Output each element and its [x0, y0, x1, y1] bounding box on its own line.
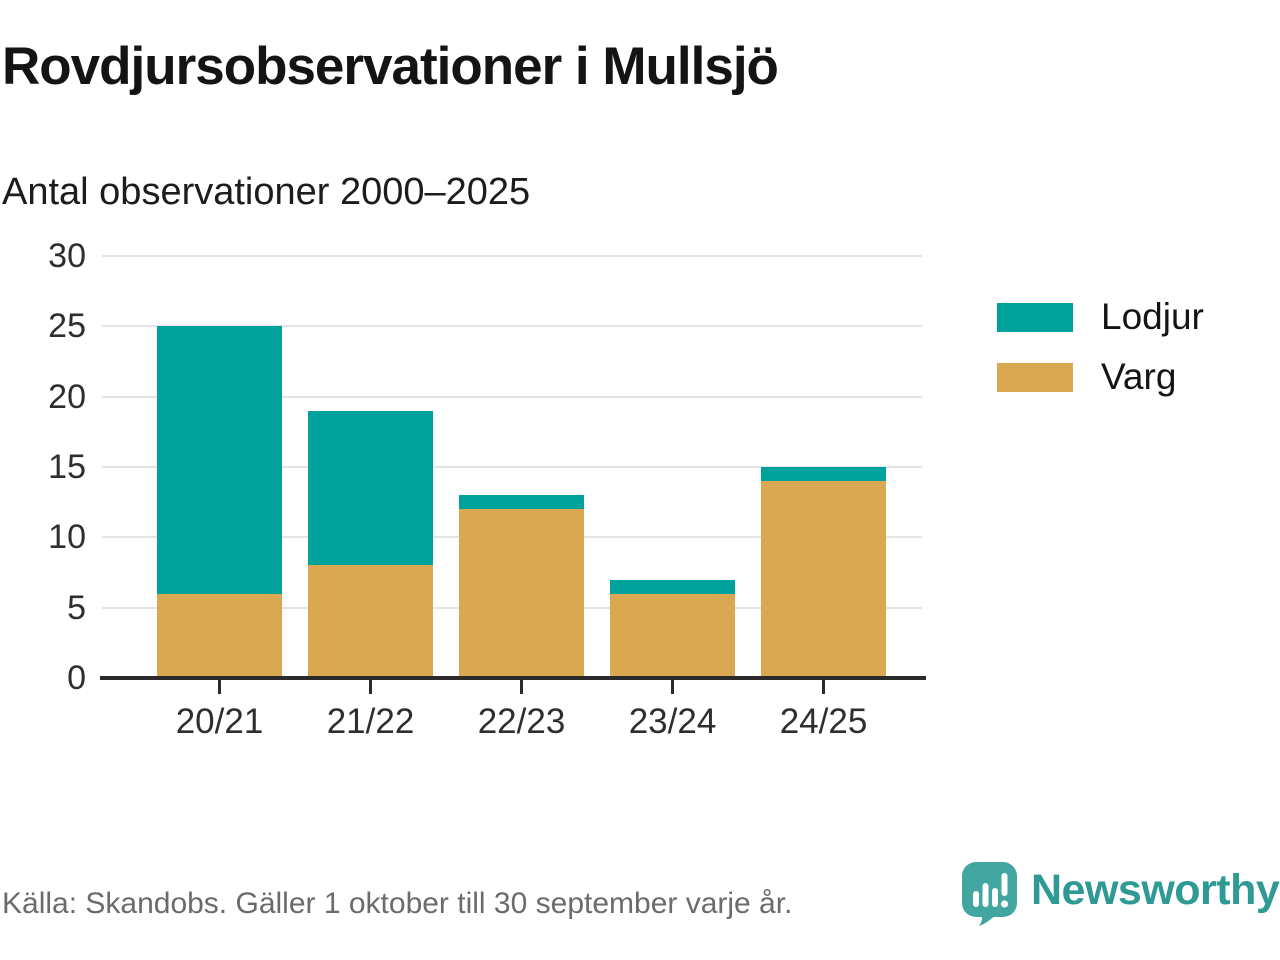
gridline-15 [102, 466, 922, 468]
y-axis-label-10: 10 [48, 518, 86, 557]
y-axis-label-30: 30 [48, 237, 86, 275]
y-axis-label-20: 20 [48, 377, 86, 416]
legend-swatch-varg [997, 362, 1073, 392]
y-axis-label-5: 5 [67, 588, 86, 627]
newsworthy-wordmark: Newsworthy [1031, 865, 1280, 914]
bar-segment-varg-22/23 [459, 509, 584, 678]
bar-segment-lodjur-22/23 [459, 495, 584, 510]
bar-stack-20/21 [157, 256, 282, 678]
bar-segment-lodjur-23/24 [610, 579, 735, 594]
gridline-20 [102, 395, 922, 398]
legend-swatch-lodjur [997, 302, 1073, 332]
x-axis-tick-23/24 [671, 680, 674, 694]
gridline-30 [102, 255, 922, 257]
legend-item-lodjur: Lodjur [997, 296, 1204, 338]
bar-segment-varg-24/25 [761, 481, 886, 678]
x-axis-tick-22/23 [520, 680, 523, 694]
x-axis-label-20/21: 20/21 [175, 702, 264, 741]
bar-segment-varg-20/21 [157, 593, 282, 678]
bar-segment-lodjur-21/22 [308, 410, 433, 566]
gridline-25 [102, 325, 922, 328]
x-axis-label-23/24: 23/24 [628, 702, 717, 741]
x-axis-tick-21/22 [369, 680, 372, 694]
bar-stack-21/22 [308, 256, 433, 678]
newsworthy-logo: Newsworthy [961, 861, 1280, 927]
y-axis-label-0: 0 [67, 659, 86, 697]
x-axis-label-22/23: 22/23 [477, 702, 566, 741]
chart-subtitle: Antal observationer 2000–2025 [2, 171, 531, 213]
legend: Lodjur Varg [997, 296, 1204, 416]
legend-item-varg: Varg [997, 355, 1204, 398]
plot-area: 0 5 10 15 20 25 30 20/21 21/22 22/23 23/24 24/25 [48, 237, 926, 741]
bar-stack-22/23 [459, 256, 584, 678]
bar-stack-24/25 [761, 256, 886, 678]
bar-segment-lodjur-20/21 [157, 326, 282, 594]
bar-stack-23/24 [610, 256, 735, 678]
y-axis-label-25: 25 [48, 307, 86, 346]
y-axis-label-15: 15 [48, 448, 86, 486]
x-axis-label-21/22: 21/22 [326, 702, 415, 741]
bar-segment-varg-21/22 [308, 565, 433, 678]
x-axis-label-24/25: 24/25 [779, 702, 868, 741]
x-axis-tick-24/25 [822, 680, 825, 694]
bar-segment-lodjur-24/25 [761, 467, 886, 482]
bar-segment-varg-23/24 [610, 593, 735, 678]
x-axis-tick-20/21 [218, 680, 221, 694]
source-note: Källa: Skandobs. Gäller 1 oktober till 3… [2, 887, 793, 920]
chart-title: Rovdjursobservationer i Mullsjö [2, 37, 779, 96]
legend-label-varg: Varg [1101, 355, 1177, 397]
legend-label-lodjur: Lodjur [1101, 296, 1204, 337]
x-axis-line [100, 676, 926, 680]
newsworthy-bubble-chart-icon [962, 862, 1017, 926]
